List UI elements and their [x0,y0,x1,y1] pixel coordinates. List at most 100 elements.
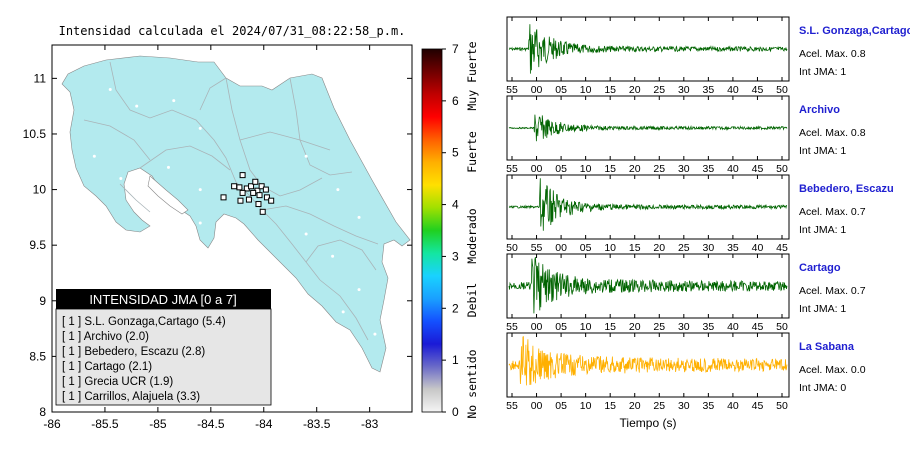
waveform-trace [508,336,788,386]
station-marker[interactable] [239,172,246,179]
waveform-tick-label: 25 [678,242,690,254]
colorbar-tick-label: 7 [452,42,459,56]
waveform-panel: 55 00 05 10 15 20 25 30 35 40 45 50 S.L. Gonzaga,Car… [506,16,910,96]
land-costa-rica [61,55,411,373]
waveform-tick-label: 25 [653,84,665,96]
station-marker[interactable] [239,189,246,196]
station-jma: Int JMA: 1 [799,145,846,157]
legend-title: INTENSIDAD JMA [0 a 7] [89,292,236,307]
station-marker[interactable] [250,189,257,196]
station-markers [92,87,377,336]
lat-tick-label: 9 [39,294,46,308]
station-jma: Int JMA: 0 [799,382,846,394]
waveform-panel: 55 00 05 10 15 20 25 30 35 40 45 50 Archivo Acel. Max… [506,95,866,175]
lon-tick-label: -83.5 [303,417,331,431]
waveform-frame [506,253,790,319]
waveform-tick-label: 50 [776,321,788,333]
waveform-tick-label: 05 [580,242,592,254]
waveform-tick-label: 20 [653,242,665,254]
station-name: Bebedero, Escazu [799,183,894,195]
waveform-tick-label: 45 [752,321,764,333]
waveform-tick-label: 35 [703,84,715,96]
waveform-trace [508,24,788,74]
lat-tick-label: 11 [34,71,47,85]
lat-tick-label: 9.5 [29,238,46,252]
waveform-tick-label: 20 [629,163,641,175]
station-marker[interactable] [262,186,269,193]
waveform-tick-label: 25 [653,321,665,333]
town-dot [294,288,298,292]
waveform-tick-label: 10 [580,163,592,175]
lat-tick-label: 8 [39,405,46,419]
waveform-tick-label: 50 [506,242,518,254]
town-dot [198,221,202,225]
station-marker[interactable] [268,197,275,204]
waveform-tick-label: 35 [727,242,739,254]
station-marker[interactable] [252,178,259,185]
town-dot [341,310,345,314]
town-dot [172,99,176,103]
town-dot [135,104,139,108]
legend-header-bg [56,289,271,309]
colorbar-label-muy-fuerte: Muy Fuerte [465,41,479,110]
legend-item: [ 1 ] Bebedero, Escazu (2.8) [62,346,205,358]
station-marker[interactable] [245,196,252,203]
town-dot [331,254,335,258]
map-borders [83,61,379,341]
waveform-tick-label: 05 [555,163,567,175]
colorbar-fill [421,48,443,413]
waveform-tick-label: 05 [555,84,567,96]
waveform-tick-label: 15 [604,163,616,175]
station-marker[interactable] [231,183,238,190]
waveform-tick-label: 50 [776,163,788,175]
town-dot [198,188,202,192]
town-dot [166,165,170,169]
station-marker[interactable] [237,197,244,204]
waveform-tick-label: 35 [703,400,715,412]
longitude-axis: -86 -85.5 -85 -84.5 -84 -83.5 -83 [43,45,379,431]
intensity-colorbar: 0 1 2 3 4 5 6 7 No sentido Debil Moderado Fuert… [421,41,479,419]
station-name: La Sabana [799,341,855,353]
waveform-tick-label: 25 [653,163,665,175]
waveform-tick-label: 40 [727,163,739,175]
waveform-tick-label: 10 [580,400,592,412]
town-dot [108,87,112,91]
station-marker[interactable] [259,208,266,215]
legend-item: [ 1 ] Cartago (2.1) [62,361,152,373]
waveform-tick-label: 35 [703,163,715,175]
station-marker[interactable] [220,194,227,201]
waveform-tick-label: 20 [629,400,641,412]
waveform-tick-label: 20 [629,84,641,96]
station-jma: Int JMA: 1 [799,66,846,78]
lon-tick-label: -86 [43,417,61,431]
town-dot [230,243,234,247]
station-name: Archivo [799,104,840,116]
waveform-tick-label: 40 [727,84,739,96]
waveform-tick-label: 40 [727,321,739,333]
waveform-tick-label: 45 [752,84,764,96]
town-dot [373,332,377,336]
station-accel: Acel. Max. 0.0 [799,364,866,376]
town-dot [304,154,308,158]
waveform-tick-label: 15 [604,321,616,333]
station-jma: Int JMA: 1 [799,303,846,315]
station-accel: Acel. Max. 0.8 [799,48,866,60]
town-dot [357,215,361,219]
town-dot [304,232,308,236]
lat-tick-label: 10.5 [23,127,47,141]
waveform-tick-label: 35 [703,321,715,333]
waveform-tick-label: 30 [678,321,690,333]
station-name: Cartago [799,262,841,274]
station-marker[interactable] [248,183,255,190]
colorbar-tick-label: 1 [452,353,459,367]
colorbar-tick-label: 2 [452,301,459,315]
colorbar-ticks: 0 1 2 3 4 5 6 7 [442,42,459,419]
station-marker[interactable] [263,194,270,201]
waveform-tick-label: 05 [555,400,567,412]
waveform-trace [508,178,788,231]
station-marker[interactable] [255,201,262,208]
station-marker[interactable] [236,184,243,191]
station-marker[interactable] [258,183,265,190]
waveform-tick-label: 00 [531,163,543,175]
station-marker[interactable] [256,192,263,199]
